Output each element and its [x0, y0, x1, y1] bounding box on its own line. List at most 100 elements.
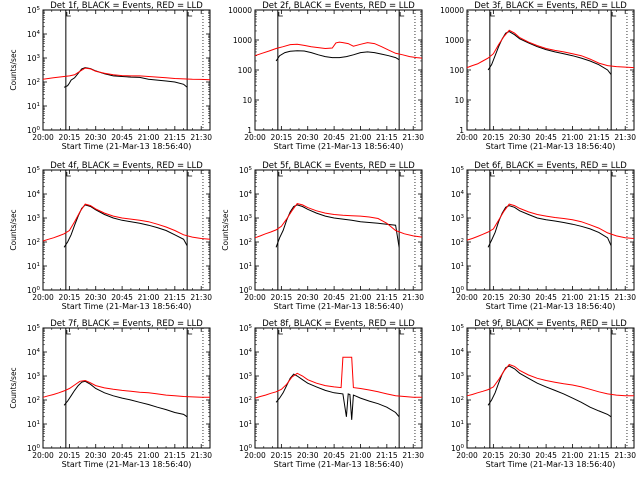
series-line-lld	[466, 363, 634, 397]
x-tick-label: 20:15	[271, 293, 293, 302]
series-line-lld	[254, 203, 423, 239]
y-tick-label: 100	[27, 126, 41, 135]
series-line-lld	[254, 356, 422, 399]
panel-title: Det 2f, BLACK = Events, RED = LLD	[262, 1, 415, 11]
x-tick-label: 20:45	[111, 293, 133, 302]
plot-frame	[42, 327, 211, 449]
x-tick-label: 20:15	[59, 133, 81, 142]
series-line-events	[487, 205, 612, 248]
interval-marker-flag	[490, 12, 495, 17]
x-tick-label: 21:15	[376, 293, 398, 302]
y-tick-label: 102	[27, 396, 40, 405]
x-tick-label: 20:30	[509, 293, 531, 302]
x-tick-label: 21:30	[614, 451, 636, 460]
x-tick-label: 21:00	[350, 451, 372, 460]
y-tick-label: 105	[451, 324, 465, 333]
y-tick-label: 102	[451, 396, 464, 405]
y-tick-label: 105	[239, 166, 253, 175]
interval-marker-flag	[66, 12, 71, 17]
y-tick-label: 105	[27, 324, 41, 333]
x-axis-label: Start Time (21-Mar-13 18:56:40)	[62, 460, 192, 469]
x-tick-label: 21:30	[190, 293, 212, 302]
y-tick-label: 105	[239, 324, 253, 333]
x-tick-label: 20:45	[323, 451, 345, 460]
interval-marker-flag	[187, 172, 193, 177]
panel-title: Det 4f, BLACK = Events, RED = LLD	[50, 161, 203, 171]
x-tick-label: 20:45	[535, 133, 557, 142]
x-tick-label: 21:00	[350, 133, 372, 142]
y-tick-label: 100	[451, 444, 465, 453]
x-axis-label: Start Time (21-Mar-13 18:56:40)	[274, 142, 404, 151]
x-tick-label: 21:00	[138, 133, 160, 142]
panel-title: Det 9f, BLACK = Events, RED = LLD	[474, 319, 627, 329]
y-axis-label: Counts/sec	[221, 209, 230, 250]
y-tick-label: 102	[239, 238, 252, 247]
plot-frame	[42, 169, 211, 291]
x-axis-label: Start Time (21-Mar-13 18:56:40)	[274, 460, 404, 469]
x-tick-label: 20:00	[32, 293, 54, 302]
x-tick-label: 21:30	[402, 133, 424, 142]
x-tick-label: 21:30	[190, 133, 212, 142]
x-tick-label: 20:45	[535, 293, 557, 302]
y-tick-label: 10000	[228, 6, 252, 15]
x-tick-label: 20:15	[483, 451, 505, 460]
panel-title: Det 1f, BLACK = Events, RED = LLD	[50, 1, 203, 11]
y-tick-label: 101	[239, 420, 252, 429]
y-tick-label: 103	[27, 54, 41, 63]
chart-panel-9: Det 9f, BLACK = Events, RED = LLD 20:00 20…	[451, 319, 636, 469]
x-tick-label: 20:30	[297, 451, 319, 460]
x-tick-label: 21:00	[562, 451, 584, 460]
x-tick-label: 20:00	[456, 293, 478, 302]
y-tick-label: 103	[27, 214, 41, 223]
y-tick-label: 100	[450, 66, 465, 75]
plot-frame	[254, 169, 423, 291]
y-tick-label: 103	[27, 372, 41, 381]
interval-marker-flag	[490, 172, 495, 177]
x-tick-label: 20:00	[32, 451, 54, 460]
plot-frame	[466, 9, 635, 131]
x-tick-label: 20:45	[535, 451, 557, 460]
y-tick-label: 104	[451, 348, 465, 357]
y-tick-label: 102	[27, 238, 40, 247]
y-tick-label: 100	[27, 444, 41, 453]
x-tick-label: 21:30	[614, 293, 636, 302]
x-tick-label: 20:00	[456, 133, 478, 142]
interval-marker-flag	[66, 172, 71, 177]
x-tick-label: 20:45	[323, 293, 345, 302]
y-tick-label: 105	[27, 6, 41, 15]
panel-title: Det 7f, BLACK = Events, RED = LLD	[50, 319, 203, 329]
x-tick-label: 20:15	[483, 293, 505, 302]
y-tick-label: 104	[27, 30, 41, 39]
y-tick-label: 10000	[440, 6, 464, 15]
x-tick-label: 20:30	[85, 293, 107, 302]
y-tick-label: 103	[239, 372, 253, 381]
y-tick-label: 102	[451, 238, 464, 247]
series-line-events	[275, 50, 400, 62]
x-tick-label: 20:00	[244, 133, 266, 142]
series-line-lld	[42, 379, 210, 398]
x-tick-label: 20:15	[271, 133, 293, 142]
x-tick-label: 21:15	[376, 133, 398, 142]
y-tick-label: 100	[451, 286, 465, 295]
chart-panel-6: Det 6f, BLACK = Events, RED = LLD 20:00 20…	[451, 161, 636, 311]
x-tick-label: 20:15	[59, 451, 81, 460]
y-axis-label: Counts/sec	[9, 367, 18, 408]
x-tick-label: 21:00	[138, 293, 160, 302]
x-tick-label: 21:30	[402, 451, 424, 460]
x-axis-label: Start Time (21-Mar-13 18:56:40)	[486, 302, 616, 311]
interval-marker-flag	[399, 330, 405, 335]
x-tick-label: 21:15	[164, 293, 186, 302]
x-tick-label: 20:00	[456, 451, 478, 460]
interval-marker-flag	[611, 172, 617, 177]
y-tick-label: 104	[239, 190, 253, 199]
x-axis-label: Start Time (21-Mar-13 18:56:40)	[274, 302, 404, 311]
y-tick-label: 100	[238, 66, 253, 75]
y-tick-label: 105	[27, 166, 41, 175]
x-tick-label: 20:30	[509, 133, 531, 142]
x-tick-label: 20:00	[244, 293, 266, 302]
series-line-lld	[42, 203, 211, 242]
chart-panel-1: Det 1f, BLACK = Events, RED = LLD 20:00 20…	[9, 1, 212, 151]
series-line-events	[63, 67, 188, 88]
series-line-lld	[42, 67, 211, 81]
interval-marker-flag	[187, 12, 193, 17]
